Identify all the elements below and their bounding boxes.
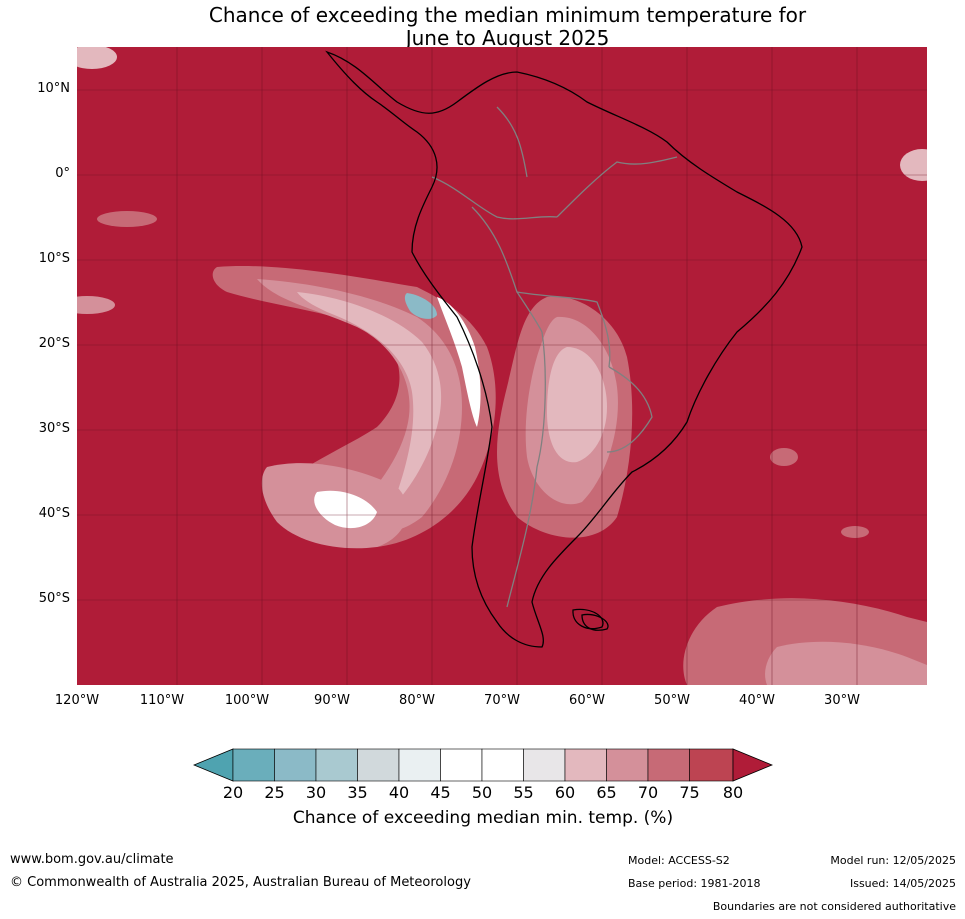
colorbar-tick-40: 40 [388, 783, 410, 802]
colorbar-tick-25: 25 [264, 783, 285, 802]
lon-label-110w: 110°W [139, 693, 185, 708]
atlantic-south-patch [841, 526, 869, 538]
colorbar-swatch-60-65 [564, 748, 607, 782]
lon-label-40w: 40°W [739, 693, 775, 708]
atlantic-small-patch [770, 448, 798, 466]
lon-label-60w: 60°W [569, 693, 605, 708]
footer-disclaimer: Boundaries are not considered authoritat… [712, 900, 956, 913]
country-borders [431, 106, 678, 608]
probability-map [77, 47, 927, 685]
colorbar-low-extend [192, 748, 234, 782]
lat-label-30s: 30°S [38, 421, 70, 436]
footer-issued: Issued: 14/05/2025 [849, 877, 956, 890]
probability-contours [77, 47, 927, 685]
map-title-line-2: June to August 2025 [405, 26, 610, 50]
colorbar-swatch-40-45 [398, 748, 441, 782]
lon-label-30w: 30°W [824, 693, 860, 708]
lon-label-100w: 100°W [224, 693, 270, 708]
footer-model: Model: ACCESS-S2 [628, 854, 730, 867]
colorbar-swatch-45-50 [440, 748, 483, 782]
lat-label-10n: 10°N [37, 81, 70, 96]
coastal-white-band [437, 297, 481, 427]
colorbar-swatch-70-75 [647, 748, 690, 782]
northwest-corner-patch [77, 47, 117, 69]
lat-label-20s: 20°S [38, 336, 70, 351]
lat-label-10s: 10°S [38, 251, 70, 266]
colorbar-tick-50: 50 [471, 783, 493, 802]
colorbar-swatch-50-55 [481, 748, 524, 782]
lon-label-120w: 120°W [54, 693, 100, 708]
colorbar-swatch-75-80 [689, 748, 734, 782]
south-atlantic-patch-inner [765, 641, 927, 685]
southern-pacific-patch-inner [314, 490, 377, 529]
colorbar-tick-30: 30 [305, 783, 327, 802]
map-plot-area [77, 47, 927, 685]
lat-label-0: 0° [55, 166, 70, 181]
colorbar-tick-75: 75 [679, 783, 700, 802]
colorbar-swatches [192, 748, 774, 782]
colorbar-tick-60: 60 [554, 783, 576, 802]
west-edge-patch [77, 296, 115, 314]
colorbar-tick-65: 65 [596, 783, 617, 802]
colorbar-swatch-55-60 [523, 748, 566, 782]
footer-copyright: © Commonwealth of Australia 2025, Austra… [10, 875, 471, 890]
map-title: Chance of exceeding the median minimum t… [0, 4, 965, 50]
colorbar [192, 748, 774, 786]
contour-band-60-65 [547, 347, 607, 463]
colorbar-high-extend [732, 748, 774, 782]
colorbar-swatch-35-40 [357, 748, 400, 782]
map-title-line-1: Chance of exceeding the median minimum t… [208, 3, 807, 27]
colorbar-swatch-25-30 [274, 748, 317, 782]
pacific-plume-inner [297, 292, 442, 507]
colorbar-tick-20: 20 [222, 783, 244, 802]
lon-label-50w: 50°W [654, 693, 690, 708]
coastline [325, 50, 803, 648]
gridlines [77, 47, 927, 685]
colorbar-tick-70: 70 [637, 783, 659, 802]
footer-base-period: Base period: 1981-2018 [628, 877, 761, 890]
cool-anomaly-patch [404, 293, 437, 319]
lon-label-70w: 70°W [484, 693, 520, 708]
footer-model-run: Model run: 12/05/2025 [830, 854, 956, 867]
lon-label-90w: 90°W [314, 693, 350, 708]
colorbar-tick-55: 55 [513, 783, 534, 802]
lat-label-50s: 50°S [38, 591, 70, 606]
colorbar-tick-80: 80 [722, 783, 744, 802]
colorbar-swatch-20-25 [232, 748, 275, 782]
ocean-background [77, 47, 927, 685]
footer-url: www.bom.gov.au/climate [10, 852, 174, 867]
colorbar-swatch-30-35 [315, 748, 358, 782]
colorbar-swatch-65-70 [606, 748, 649, 782]
colorbar-tick-45: 45 [430, 783, 451, 802]
lon-label-80w: 80°W [399, 693, 435, 708]
east-edge-patch [900, 149, 927, 181]
colorbar-tick-35: 35 [347, 783, 368, 802]
east-pacific-patch [97, 211, 157, 227]
colorbar-label: Chance of exceeding median min. temp. (%… [292, 808, 674, 828]
lat-label-40s: 40°S [38, 506, 70, 521]
